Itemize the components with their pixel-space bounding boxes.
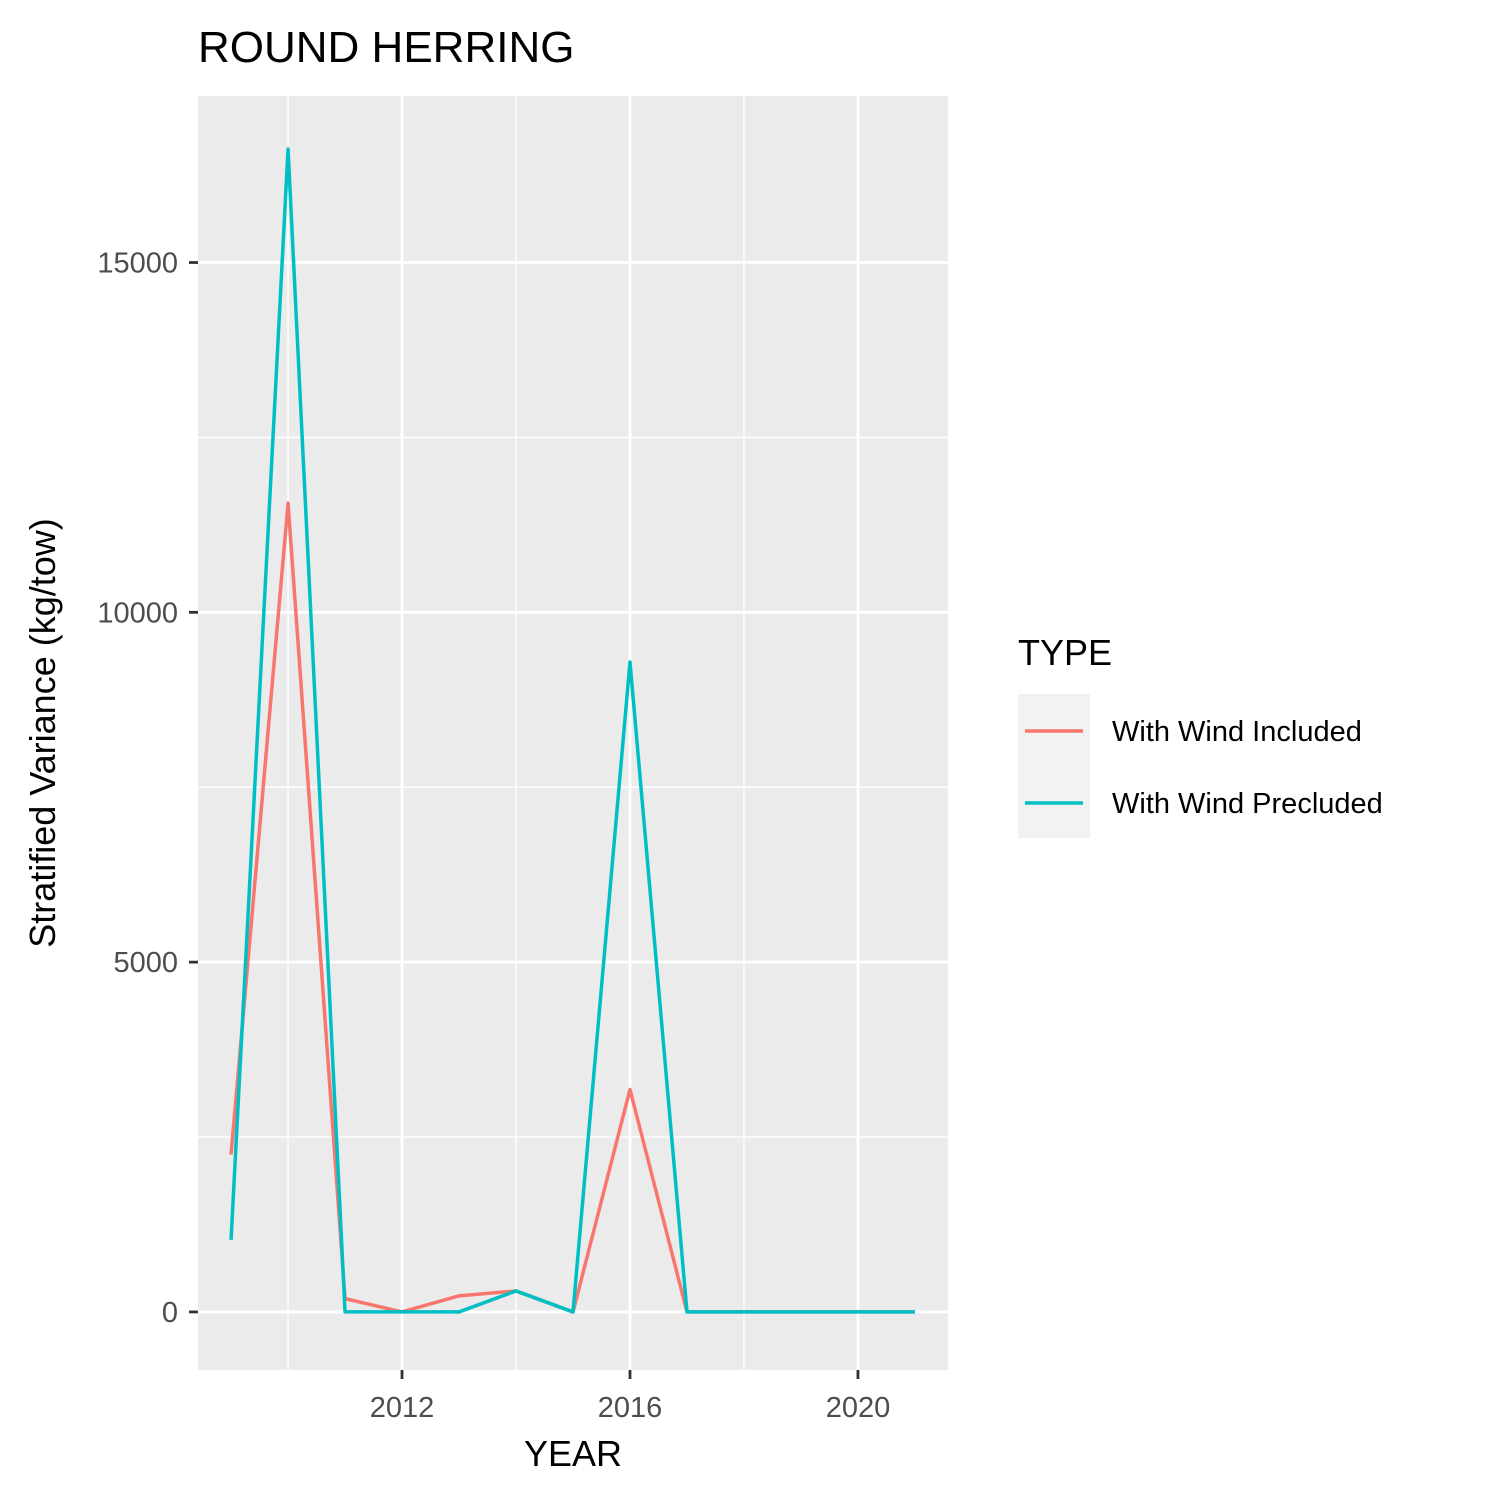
x-tick-label: 2020 [826, 1392, 891, 1424]
legend-label: With Wind Included [1112, 716, 1362, 748]
y-tick-label: 0 [162, 1297, 178, 1329]
y-axis-title: Stratified Variance (kg/tow) [22, 518, 63, 948]
series-lines [229, 147, 915, 1314]
y-tick-label: 5000 [113, 947, 178, 979]
legend-key-background [1018, 694, 1090, 838]
plot-panel [198, 96, 948, 1370]
axis-ticks [189, 261, 860, 1379]
legend-label: With Wind Precluded [1112, 788, 1383, 820]
minor-gridlines [198, 96, 948, 1370]
x-tick-label: 2016 [598, 1392, 663, 1424]
y-tick-label: 10000 [97, 597, 178, 629]
tick-labels: 2012 2016 2020 0 5000 10000 15000 [97, 248, 890, 1424]
legend: TYPE With Wind Included With Wind Preclud… [1018, 632, 1383, 838]
x-tick-label: 2012 [370, 1392, 435, 1424]
chart-title: ROUND HERRING [198, 23, 574, 72]
y-tick-label: 15000 [97, 248, 178, 280]
legend-title: TYPE [1018, 632, 1112, 673]
x-axis-title: YEAR [524, 1433, 622, 1474]
